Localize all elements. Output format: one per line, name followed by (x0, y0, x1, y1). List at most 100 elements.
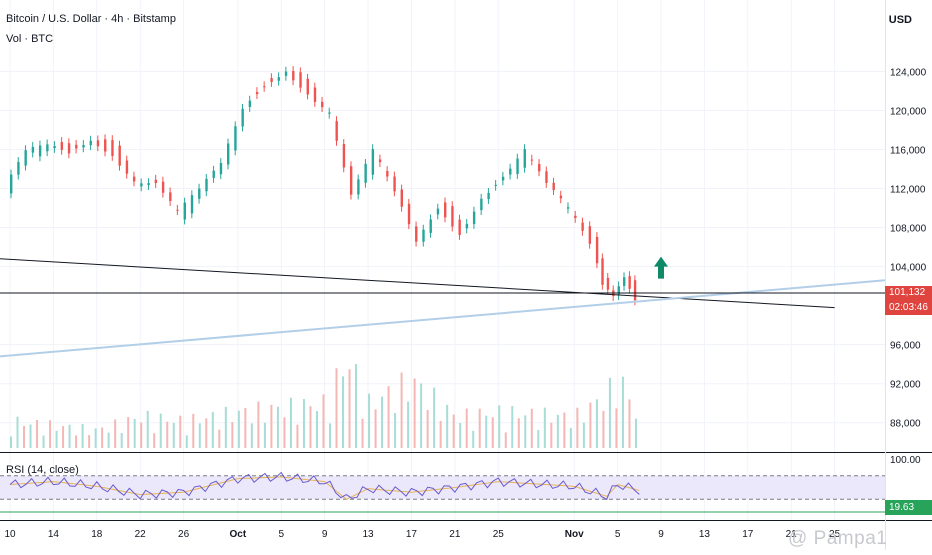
volume-bar (342, 376, 345, 448)
candle-body (241, 108, 244, 127)
candle-body (349, 166, 353, 195)
volume-bar (283, 417, 286, 448)
candle-body (198, 188, 201, 199)
volume-bar (192, 413, 195, 448)
volume-bar (478, 408, 481, 448)
candle-body (132, 176, 136, 182)
candle-body (628, 276, 631, 289)
volume-bar (289, 397, 292, 448)
candle-body (494, 184, 498, 186)
volume-bar (387, 386, 390, 448)
volume-bar (205, 418, 208, 448)
currency-button[interactable]: USD (888, 14, 912, 26)
x-tick-label: 9 (322, 529, 328, 540)
volume-legend: Vol · BTC (6, 33, 54, 45)
volume-bar (42, 435, 45, 448)
x-tick-label: 17 (742, 529, 754, 540)
volume-bar (621, 376, 624, 448)
volume-bar (166, 421, 169, 448)
volume-bar (218, 429, 221, 448)
volume-bar (302, 399, 305, 448)
candle-body (104, 139, 107, 152)
volume-bar (361, 418, 364, 448)
volume-bar (524, 415, 527, 448)
volume-bar (595, 399, 598, 448)
volume-bar (439, 420, 442, 448)
y-tick-label: 92,000 (890, 380, 921, 391)
volume-bar (504, 432, 507, 448)
volume-bar (452, 414, 455, 448)
descending-trendline (0, 258, 835, 309)
x-tick-label: 25 (493, 529, 505, 540)
candle-body (400, 189, 403, 207)
candle-body (559, 195, 563, 199)
volume-bar (517, 418, 520, 448)
candle-body (75, 144, 78, 149)
candle-body (422, 229, 425, 242)
candle-body (299, 72, 302, 88)
chart-title: Bitcoin / U.S. Dollar · 4h · Bitstamp (6, 13, 176, 25)
x-tick-label: 5 (615, 529, 621, 540)
candle-body (595, 236, 599, 264)
candle-body (67, 143, 71, 154)
volume-bar (582, 422, 585, 448)
candle-body (444, 202, 447, 218)
x-tick-label: 22 (135, 529, 147, 540)
volume-bar (602, 410, 605, 448)
volume-bar (88, 435, 91, 448)
candle-body (212, 170, 215, 178)
candle-body (480, 198, 483, 211)
x-tick-label: 21 (449, 529, 461, 540)
candle-body (566, 207, 570, 209)
x-tick-label: Nov (565, 529, 584, 540)
volume-bar (465, 408, 468, 448)
candle-body (335, 121, 338, 141)
volume-bar (250, 423, 253, 448)
y-tick-label: 112,000 (890, 185, 926, 196)
candle-body (328, 112, 331, 114)
candle-body (140, 183, 143, 187)
volume-bar (634, 418, 637, 448)
candle-body (458, 219, 461, 235)
candle-body (190, 195, 194, 214)
volume-bar (153, 433, 156, 448)
volume-bar (426, 409, 429, 448)
volume-bar (472, 430, 475, 448)
volume-bar (81, 424, 84, 448)
volume-bar (550, 422, 553, 448)
candle-body (53, 146, 56, 148)
candle-body (588, 226, 592, 244)
candle-body (601, 258, 604, 285)
candle-body (487, 192, 490, 200)
volume-bar (459, 422, 462, 448)
volume-bar (569, 427, 572, 448)
candle-body (31, 146, 35, 153)
candle-body (10, 174, 13, 194)
volume-bar (211, 411, 214, 448)
rsi-ma-line (9, 476, 640, 500)
volume-bar (172, 422, 175, 448)
candle-body (227, 143, 230, 165)
candle-body (24, 150, 27, 166)
volume-bar (615, 408, 618, 448)
candle-body (313, 87, 317, 102)
candle-body (623, 277, 626, 286)
candle-body (161, 181, 165, 193)
volume-bar (159, 413, 162, 448)
volume-bar (563, 412, 566, 448)
candle-body (523, 149, 526, 168)
volume-bar (276, 406, 279, 448)
candle-body (538, 163, 541, 172)
y-tick-label: 124,000 (890, 67, 927, 78)
candle-body (451, 206, 454, 227)
volume-bar (498, 405, 501, 448)
rsi-line (9, 471, 640, 501)
volume-bar (29, 424, 32, 448)
candle-body (17, 161, 20, 175)
candle-body (219, 163, 223, 175)
candle-body (407, 203, 411, 225)
volume-bar (537, 429, 540, 448)
candle-body (89, 140, 92, 146)
volume-bar (244, 408, 247, 448)
